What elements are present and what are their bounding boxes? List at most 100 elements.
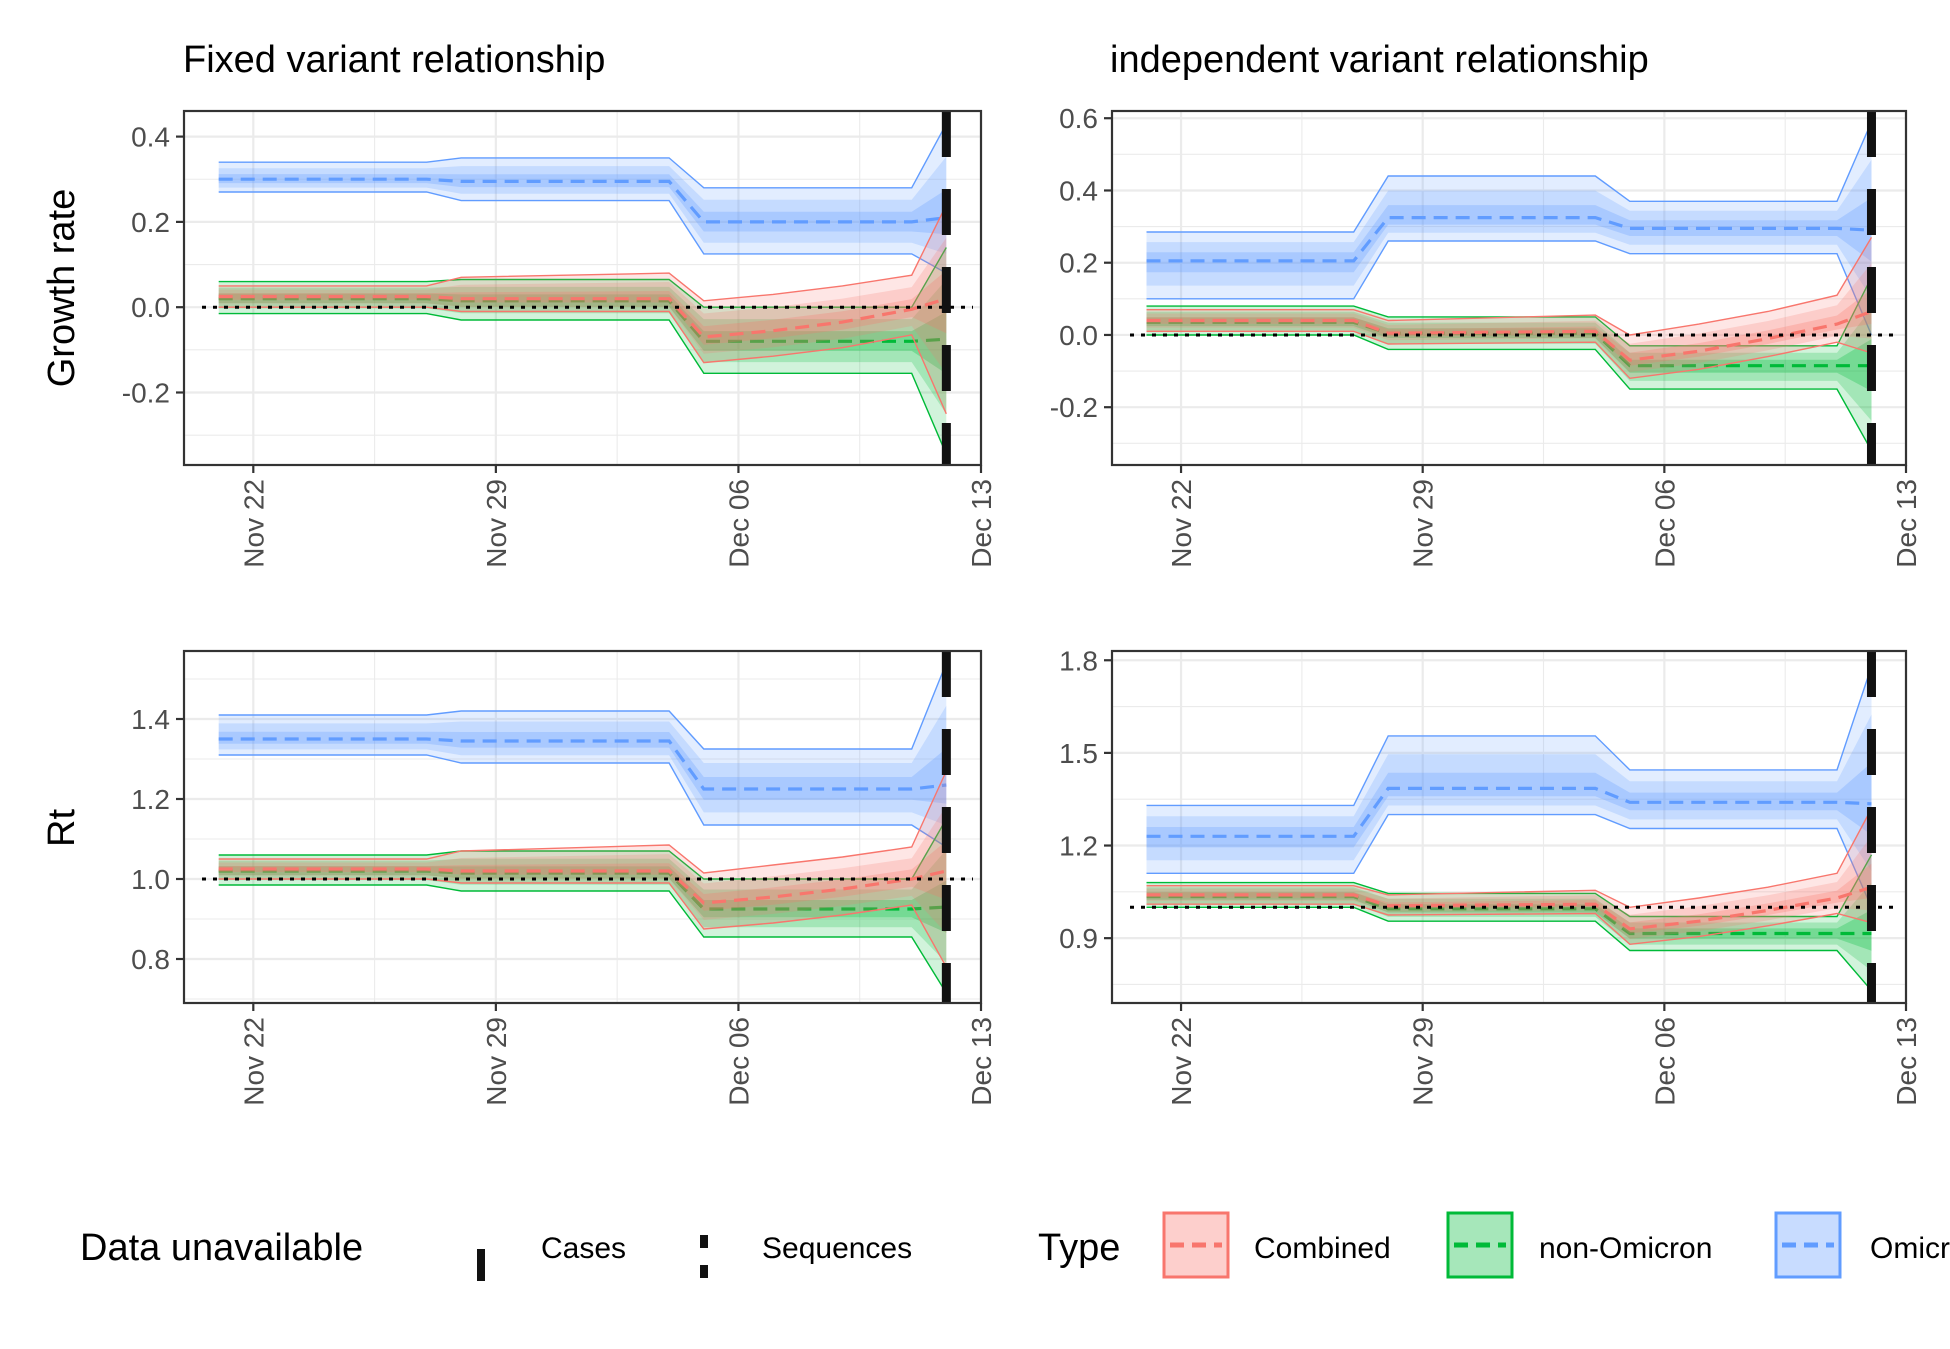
ribbon-combined-1 bbox=[218, 237, 947, 374]
ribbon-omicron-1 bbox=[218, 156, 947, 254]
series-omicron bbox=[218, 662, 947, 848]
legend-omicron-label: Omicron bbox=[1870, 1232, 1950, 1265]
legend-non-omicron-label: non-Omicron bbox=[1539, 1232, 1712, 1265]
panel-growth-fixed: 0.4 0.2 0.0 -0.2 Nov 22 Nov 29 Dec 06 Dec 13 bbox=[122, 109, 997, 568]
plot-border bbox=[182, 649, 983, 1005]
y-tick-label: -0.2 bbox=[122, 377, 170, 408]
ribbon-combined-0 bbox=[1146, 237, 1872, 379]
x-axis: Nov 22 Nov 29 Dec 06 Dec 13 bbox=[238, 465, 997, 568]
y-tick-label: 0.0 bbox=[131, 292, 170, 323]
lower-line-combined bbox=[218, 878, 947, 968]
upper-line-combined bbox=[218, 770, 947, 874]
y-tick-label: 1.0 bbox=[131, 864, 170, 895]
ribbon-combined-0 bbox=[218, 204, 947, 414]
y-tick-label: 1.5 bbox=[1059, 738, 1098, 769]
y-axis: 0.4 0.2 0.0 -0.2 bbox=[122, 122, 184, 408]
ribbon-omicron-0 bbox=[218, 663, 947, 847]
ribbon-non-omicron-2 bbox=[1146, 317, 1872, 392]
y-gridlines bbox=[1112, 117, 1906, 444]
legend-type-title: Type bbox=[1038, 1227, 1120, 1269]
series-omicron bbox=[218, 123, 947, 274]
x-tick-label: Nov 29 bbox=[1408, 479, 1439, 568]
panel-growth-independent: 0.6 0.4 0.2 0.0 -0.2 Nov 22 Nov 29 Dec 06 Dec 13 bbox=[1050, 103, 1922, 567]
plot-border bbox=[1110, 649, 1908, 1005]
y-tick-label: 0.2 bbox=[1059, 248, 1098, 279]
x-tick-label: Dec 13 bbox=[1891, 479, 1922, 568]
series-omicron bbox=[1146, 666, 1873, 908]
x-tick-label: Nov 22 bbox=[238, 479, 269, 568]
y-tick-label: 0.4 bbox=[1059, 175, 1098, 206]
median-line-combined bbox=[218, 294, 947, 339]
x-tick-label: Dec 06 bbox=[723, 479, 754, 568]
x-tick-label: Dec 13 bbox=[1891, 1017, 1922, 1106]
y-axis: 0.6 0.4 0.2 0.0 -0.2 bbox=[1050, 103, 1112, 423]
plot-background bbox=[184, 111, 981, 465]
x-tick-label: Nov 29 bbox=[481, 479, 512, 568]
y-tick-label: 0.8 bbox=[131, 944, 170, 975]
legend-cases-key bbox=[477, 1249, 485, 1281]
legend-sequences-key-top bbox=[700, 1235, 708, 1248]
panel-rt-fixed: 1.4 1.2 1.0 0.8 Nov 22 Nov 29 Dec 06 Dec 13 bbox=[131, 649, 997, 1106]
ribbon-non-omicron-2 bbox=[1146, 892, 1872, 951]
lower-line-combined bbox=[218, 306, 947, 415]
upper-line-non-omicron bbox=[218, 247, 947, 308]
series-combined bbox=[218, 770, 947, 968]
row-label-growth-rate: Growth rate bbox=[41, 189, 83, 388]
x-tick-label: Nov 29 bbox=[481, 1017, 512, 1106]
x-tick-label: Dec 13 bbox=[966, 1017, 997, 1106]
x-axis: Nov 22 Nov 29 Dec 06 Dec 13 bbox=[1166, 1003, 1922, 1106]
ribbon-combined-2 bbox=[218, 841, 947, 911]
lower-line-non-omicron bbox=[218, 312, 947, 455]
x-tick-label: Nov 22 bbox=[1166, 1017, 1197, 1106]
ribbon-combined-0 bbox=[218, 771, 947, 967]
lower-line-non-omicron bbox=[218, 884, 947, 994]
y-tick-label: 1.4 bbox=[131, 704, 170, 735]
ribbon-omicron-1 bbox=[1146, 159, 1872, 299]
ribbon-omicron-2 bbox=[218, 731, 947, 804]
row-label-rt: Rt bbox=[41, 809, 83, 847]
upper-line-omicron bbox=[1146, 121, 1873, 233]
series-omicron bbox=[1146, 121, 1873, 336]
y-tick-label: 0.9 bbox=[1059, 923, 1098, 954]
y-tick-label: -0.2 bbox=[1050, 392, 1098, 423]
ribbon-omicron-1 bbox=[218, 705, 947, 826]
x-tick-label: Dec 13 bbox=[966, 479, 997, 568]
y-gridlines bbox=[1112, 659, 1906, 986]
lower-line-combined bbox=[1146, 330, 1872, 380]
ribbon-non-omicron-2 bbox=[218, 866, 947, 933]
ribbon-combined-2 bbox=[1146, 863, 1872, 934]
y-axis: 1.4 1.2 1.0 0.8 bbox=[131, 704, 184, 975]
plot-border bbox=[1110, 109, 1908, 467]
panel-rt-independent: 1.8 1.5 1.2 0.9 Nov 22 Nov 29 Dec 06 Dec 13 bbox=[1059, 645, 1922, 1105]
ribbon-omicron-2 bbox=[1146, 197, 1872, 273]
upper-line-combined bbox=[1146, 237, 1873, 336]
series-non-omicron bbox=[1146, 854, 1873, 992]
y-tick-label: 0.6 bbox=[1059, 103, 1098, 134]
ribbon-omicron-2 bbox=[1146, 762, 1872, 848]
upper-line-combined bbox=[1146, 808, 1873, 909]
legend-sequences-label: Sequences bbox=[762, 1232, 912, 1265]
y-axis: 1.8 1.5 1.2 0.9 bbox=[1059, 645, 1112, 954]
lower-line-omicron bbox=[218, 191, 947, 274]
x-tick-label: Nov 29 bbox=[1408, 1017, 1439, 1106]
ribbon-non-omicron-0 bbox=[218, 819, 947, 993]
upper-line-omicron bbox=[218, 662, 947, 750]
lower-line-omicron bbox=[218, 754, 947, 848]
ribbon-combined-1 bbox=[1146, 836, 1872, 939]
legend: Data unavailable Cases Sequences Type Co… bbox=[80, 1211, 1950, 1281]
upper-line-non-omicron bbox=[1146, 276, 1873, 347]
plot-background bbox=[1112, 651, 1906, 1003]
ribbon-combined-0 bbox=[1146, 808, 1872, 945]
ribbon-omicron-0 bbox=[1146, 121, 1872, 335]
ribbon-omicron-0 bbox=[218, 123, 947, 274]
upper-line-non-omicron bbox=[1146, 854, 1873, 918]
y-tick-label: 0.4 bbox=[131, 122, 170, 153]
x-tick-label: Nov 22 bbox=[1166, 479, 1197, 568]
upper-line-omicron bbox=[1146, 666, 1873, 807]
ribbon-non-omicron-1 bbox=[218, 279, 947, 414]
ribbon-non-omicron-2 bbox=[218, 293, 947, 374]
ribbon-combined-2 bbox=[218, 270, 947, 345]
series-combined bbox=[1146, 808, 1873, 946]
x-tick-label: Dec 06 bbox=[1649, 1017, 1680, 1106]
